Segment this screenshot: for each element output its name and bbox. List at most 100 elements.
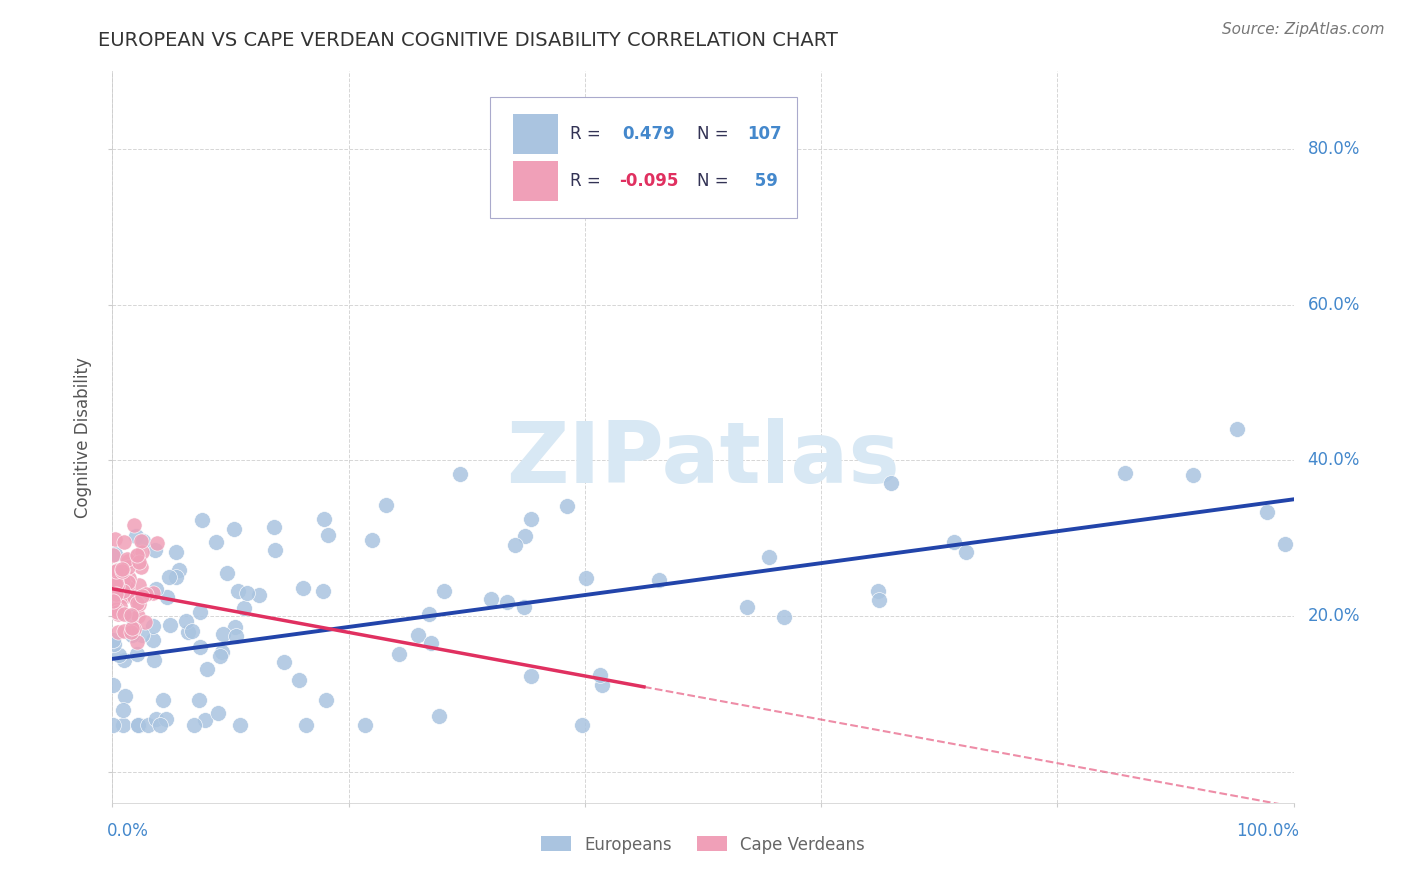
Text: 0.479: 0.479	[623, 125, 675, 143]
Text: 40.0%: 40.0%	[1308, 451, 1360, 469]
Point	[226, 583, 249, 598]
Point	[772, 610, 794, 624]
Point	[104, 579, 127, 593]
Point	[104, 576, 127, 591]
Point	[125, 634, 148, 648]
Point	[121, 621, 143, 635]
Point	[104, 574, 127, 588]
Point	[188, 605, 211, 619]
Point	[318, 527, 340, 541]
Point	[942, 535, 965, 549]
Point	[312, 584, 335, 599]
Text: EUROPEAN VS CAPE VERDEAN COGNITIVE DISABILITY CORRELATION CHART: EUROPEAN VS CAPE VERDEAN COGNITIVE DISAB…	[98, 31, 838, 50]
Point	[287, 673, 309, 688]
Point	[115, 580, 138, 594]
Point	[520, 669, 543, 683]
Point	[235, 586, 257, 600]
Point	[1114, 466, 1136, 480]
Point	[112, 583, 135, 598]
Point	[128, 718, 150, 732]
Point	[361, 533, 384, 547]
Point	[128, 555, 150, 569]
Point	[117, 554, 139, 568]
Point	[124, 591, 146, 605]
Point	[108, 573, 131, 587]
Point	[127, 647, 149, 661]
Point	[228, 718, 250, 732]
Point	[145, 582, 167, 596]
Point	[183, 718, 205, 732]
Point	[131, 589, 153, 603]
Point	[121, 609, 143, 624]
Point	[122, 622, 145, 636]
Point	[479, 592, 502, 607]
FancyBboxPatch shape	[491, 97, 797, 218]
Point	[142, 586, 165, 600]
Point	[187, 693, 209, 707]
Point	[111, 564, 134, 578]
Point	[513, 529, 536, 543]
Point	[217, 566, 239, 581]
Point	[104, 575, 127, 590]
Point	[125, 548, 148, 562]
Point	[375, 498, 398, 512]
Point	[112, 607, 135, 622]
Point	[575, 570, 598, 584]
Point	[496, 595, 519, 609]
Point	[111, 564, 134, 578]
Point	[103, 678, 125, 692]
Text: R =: R =	[569, 125, 600, 143]
Point	[105, 563, 128, 577]
Point	[174, 614, 197, 628]
Point	[145, 712, 167, 726]
Point	[177, 624, 200, 639]
Point	[571, 718, 593, 732]
Point	[114, 689, 136, 703]
Point	[418, 607, 440, 621]
Point	[111, 703, 134, 717]
Point	[353, 718, 375, 732]
Point	[295, 718, 318, 732]
Point	[648, 573, 671, 587]
Point	[125, 549, 148, 563]
Point	[232, 601, 254, 615]
Point	[117, 574, 139, 589]
Point	[127, 609, 149, 624]
Point	[165, 545, 187, 559]
Point	[211, 645, 233, 659]
Point	[103, 549, 125, 563]
Point	[112, 534, 135, 549]
Point	[419, 636, 441, 650]
Point	[520, 511, 543, 525]
Point	[433, 583, 456, 598]
Text: ZIPatlas: ZIPatlas	[506, 417, 900, 500]
Point	[207, 706, 229, 721]
Point	[118, 571, 141, 585]
Point	[1256, 505, 1278, 519]
Point	[105, 586, 128, 600]
FancyBboxPatch shape	[513, 114, 558, 154]
Point	[880, 475, 903, 490]
Point	[135, 587, 157, 601]
Point	[112, 652, 135, 666]
Point	[101, 586, 124, 600]
Point	[103, 637, 125, 651]
Text: Source: ZipAtlas.com: Source: ZipAtlas.com	[1222, 22, 1385, 37]
Point	[866, 583, 889, 598]
Point	[146, 535, 169, 549]
Point	[120, 607, 142, 622]
Point	[120, 625, 142, 640]
Point	[108, 648, 131, 662]
Text: 20.0%: 20.0%	[1308, 607, 1360, 625]
Point	[136, 718, 159, 732]
Point	[115, 590, 138, 604]
Point	[1274, 537, 1296, 551]
Text: N =: N =	[697, 125, 728, 143]
Point	[205, 535, 228, 549]
Text: 100.0%: 100.0%	[1236, 822, 1299, 840]
Point	[225, 630, 247, 644]
Point	[134, 615, 156, 629]
Text: 59: 59	[749, 172, 778, 190]
Point	[111, 562, 134, 576]
Point	[105, 602, 128, 616]
